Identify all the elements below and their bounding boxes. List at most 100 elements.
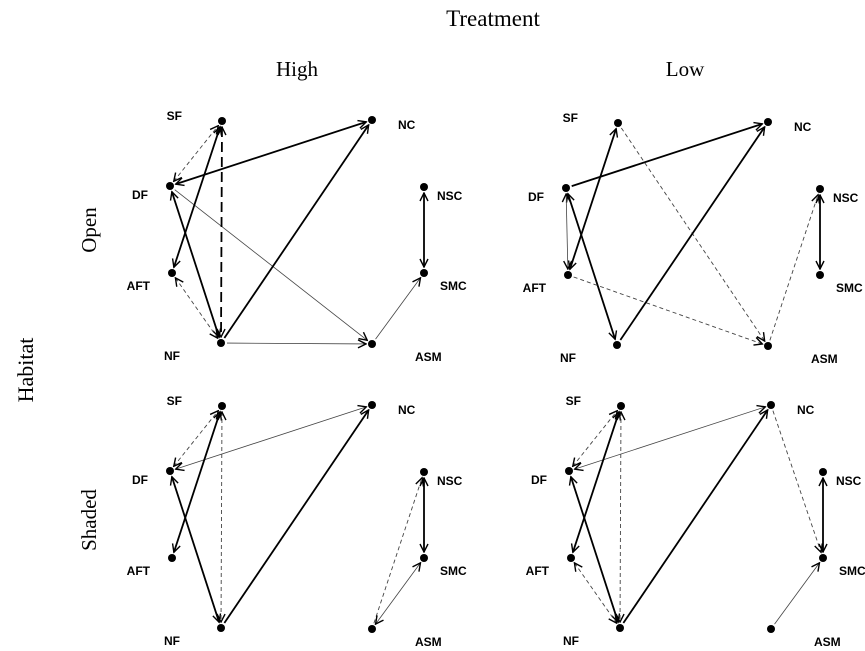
- node-nsc: [420, 468, 428, 476]
- node-nc: [767, 401, 775, 409]
- node-label-sf: SF: [167, 394, 182, 408]
- node-aft: [567, 554, 575, 562]
- node-nc: [764, 118, 772, 126]
- edge-sf-aft: [174, 412, 220, 553]
- node-label-nsc: NSC: [437, 189, 463, 203]
- panel-high-open: SF DF AFT NF NC NSC SMC ASM: [127, 109, 467, 364]
- node-smc: [819, 554, 827, 562]
- node-label-nc: NC: [398, 118, 416, 132]
- edge-df-nf: [571, 477, 618, 623]
- node-nf: [217, 339, 225, 347]
- figure-title: Treatment: [446, 6, 540, 31]
- node-label-nsc: NSC: [833, 191, 859, 205]
- node-nf: [616, 624, 624, 632]
- habitat-axis-label: Habitat: [13, 338, 38, 403]
- edge-nf-nc: [223, 125, 368, 339]
- column-header-high: High: [276, 57, 319, 81]
- edge-asm-nsc: [373, 478, 422, 624]
- node-label-asm: ASM: [415, 350, 442, 364]
- node-label-aft: AFT: [127, 279, 151, 293]
- row-header-open: Open: [77, 207, 101, 253]
- edge-df-aft: [566, 194, 568, 269]
- node-nsc: [819, 468, 827, 476]
- node-asm: [368, 625, 376, 633]
- edge-df-nf: [568, 194, 615, 340]
- edge-aft-asm: [573, 276, 763, 344]
- node-label-aft: AFT: [526, 564, 550, 578]
- edge-nc-smc: [772, 410, 821, 553]
- node-nc: [368, 401, 376, 409]
- edge-aft-nf: [175, 278, 217, 338]
- node-nsc: [420, 183, 428, 191]
- node-label-sf: SF: [566, 394, 581, 408]
- node-label-df: DF: [132, 473, 148, 487]
- node-df: [562, 184, 570, 192]
- node-asm: [368, 340, 376, 348]
- node-label-aft: AFT: [127, 564, 151, 578]
- edge-sf-nf: [221, 412, 222, 622]
- panel-low-shaded: SF DF AFT NF NC NSC SMC ASM: [526, 394, 865, 649]
- edge-sf-asm: [620, 127, 764, 341]
- edge-asm-nsc: [769, 195, 818, 341]
- edge-nf-asm: [226, 343, 366, 344]
- node-label-nf: NF: [164, 349, 180, 363]
- node-label-nc: NC: [398, 403, 416, 417]
- edge-sf-nf: [221, 127, 222, 337]
- edge-sf-aft: [573, 412, 619, 553]
- node-smc: [420, 269, 428, 277]
- node-sf: [218, 402, 226, 410]
- panel-low-open: SF DF AFT NF NC NSC SMC ASM: [523, 111, 863, 366]
- node-label-sf: SF: [167, 109, 182, 123]
- node-label-df: DF: [528, 190, 544, 204]
- node-asm: [767, 625, 775, 633]
- node-label-df: DF: [531, 473, 547, 487]
- edge-asm-smc: [375, 278, 421, 340]
- edge-df-asm: [174, 189, 368, 341]
- node-smc: [420, 554, 428, 562]
- node-label-smc: SMC: [440, 564, 467, 578]
- edge-asm-smc: [774, 563, 820, 625]
- edge-df-nf: [172, 192, 219, 338]
- edge-sf-aft: [570, 129, 616, 270]
- node-df: [166, 467, 174, 475]
- node-label-nc: NC: [797, 403, 815, 417]
- node-label-nf: NF: [560, 351, 576, 365]
- node-label-aft: AFT: [523, 281, 547, 295]
- node-df: [565, 467, 573, 475]
- node-label-nf: NF: [164, 634, 180, 648]
- node-label-df: DF: [132, 188, 148, 202]
- edge-nf-nc: [622, 410, 767, 624]
- node-label-smc: SMC: [839, 564, 865, 578]
- node-asm: [764, 342, 772, 350]
- edge-nf-nc: [619, 127, 764, 341]
- node-sf: [617, 402, 625, 410]
- node-label-nc: NC: [794, 120, 812, 134]
- node-label-asm: ASM: [811, 352, 838, 366]
- panel-high-shaded: SF DF AFT NF NC NSC SMC ASM: [127, 394, 467, 649]
- column-header-low: Low: [666, 57, 705, 81]
- node-aft: [564, 271, 572, 279]
- node-aft: [168, 269, 176, 277]
- node-sf: [614, 119, 622, 127]
- edge-nf-nc: [223, 410, 368, 624]
- edge-asm-smc: [376, 563, 421, 624]
- row-header-shaded: Shaded: [77, 489, 101, 551]
- edge-df-nf: [172, 477, 219, 623]
- node-aft: [168, 554, 176, 562]
- node-label-asm: ASM: [814, 635, 841, 649]
- node-nsc: [816, 185, 824, 193]
- node-smc: [816, 271, 824, 279]
- node-label-asm: ASM: [415, 635, 442, 649]
- node-nf: [613, 341, 621, 349]
- node-nf: [217, 624, 225, 632]
- edge-aft-nf: [574, 563, 616, 623]
- node-df: [166, 182, 174, 190]
- node-nc: [368, 116, 376, 124]
- node-label-smc: SMC: [440, 279, 467, 293]
- node-label-nsc: NSC: [437, 474, 463, 488]
- node-label-nsc: NSC: [836, 474, 862, 488]
- edge-sf-aft: [174, 127, 220, 268]
- node-label-sf: SF: [563, 111, 578, 125]
- node-sf: [218, 117, 226, 125]
